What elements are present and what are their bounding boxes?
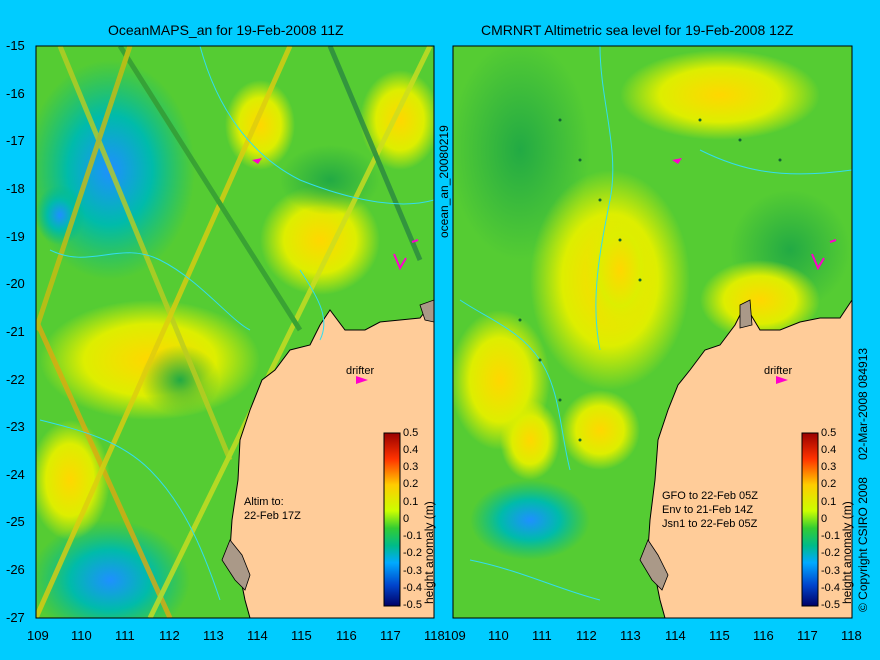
- copyright-label: © Copyright CSIRO 2008: [856, 477, 870, 612]
- colorbar-tick: 0.5: [821, 427, 837, 439]
- x-tick: 111: [532, 628, 552, 643]
- colorbar-tick: 0.1: [821, 496, 837, 508]
- x-tick: 110: [488, 628, 509, 643]
- colorbar-tick: 0: [403, 513, 410, 525]
- colorbar-tick: -0.2: [821, 547, 840, 559]
- y-tick: -21: [6, 324, 25, 339]
- colorbar-tick: 0.5: [403, 427, 419, 439]
- y-tick: -20: [6, 276, 25, 291]
- x-tick: 118: [424, 628, 445, 643]
- x-tick: 113: [620, 628, 641, 643]
- x-tick: 118: [841, 628, 862, 643]
- x-tick: 110: [71, 628, 92, 643]
- left-colorbar: [383, 432, 401, 607]
- x-tick: 114: [665, 628, 686, 643]
- x-tick: 112: [576, 628, 597, 643]
- left-map-title: OceanMAPS_an for 19-Feb-2008 11Z: [108, 22, 344, 38]
- x-tick: 117: [797, 628, 818, 643]
- right-colorbar-label: height anomaly (m): [840, 501, 854, 604]
- y-tick: -23: [6, 419, 25, 434]
- drifter-markers: [252, 158, 788, 384]
- left-colorbar-label: height anomaly (m): [422, 501, 436, 604]
- y-tick: -19: [6, 229, 25, 244]
- y-tick: -24: [6, 467, 25, 482]
- x-tick: 115: [291, 628, 312, 643]
- colorbar-tick: -0.3: [403, 565, 422, 577]
- x-tick: 109: [444, 628, 466, 643]
- left-altim-note-line2: 22-Feb 17Z: [244, 510, 301, 522]
- colorbar-tick: -0.5: [403, 599, 422, 611]
- colorbar-tick: 0.2: [403, 478, 419, 490]
- y-tick: -16: [6, 86, 25, 101]
- right-note-line1: GFO to 22-Feb 05Z: [662, 490, 758, 502]
- left-map-field: [36, 46, 434, 618]
- x-tick: 116: [336, 628, 357, 643]
- right-note-line3: Jsn1 to 22-Feb 05Z: [662, 518, 758, 530]
- x-tick: 117: [380, 628, 401, 643]
- colorbar-tick: -0.3: [821, 565, 840, 577]
- x-tick: 109: [27, 628, 49, 643]
- colorbar-tick: 0.3: [821, 461, 837, 473]
- right-note-line2: Env to 21-Feb 14Z: [662, 504, 754, 516]
- y-tick: -22: [6, 372, 25, 387]
- generated-date-label: 02-Mar-2008 084913: [856, 347, 870, 460]
- colorbar-tick: -0.1: [403, 530, 422, 542]
- left-altim-note-line1: Altim to:: [244, 496, 284, 508]
- colorbar-tick: 0.2: [821, 478, 837, 490]
- colorbar-tick: 0: [821, 513, 828, 525]
- y-tick: -17: [6, 133, 25, 148]
- colorbar-tick: -0.4: [403, 582, 422, 594]
- colorbar-tick: -0.2: [403, 547, 422, 559]
- colorbar-tick: 0.4: [821, 444, 837, 456]
- x-tick: 111: [115, 628, 135, 643]
- right-map-title: CMRNRT Altimetric sea level for 19-Feb-2…: [481, 22, 794, 38]
- colorbar-tick: 0.1: [403, 496, 419, 508]
- x-tick: 112: [159, 628, 180, 643]
- y-tick: -25: [6, 514, 25, 529]
- colorbar-tick: -0.1: [821, 530, 840, 542]
- colorbar-tick: -0.5: [821, 599, 840, 611]
- colorbar-tick: 0.4: [403, 444, 419, 456]
- y-tick: -26: [6, 562, 25, 577]
- x-tick: 115: [709, 628, 730, 643]
- left-drifter-label: drifter: [346, 365, 375, 377]
- y-tick: -27: [6, 610, 25, 625]
- y-tick: -15: [6, 38, 25, 53]
- colorbar-tick: -0.4: [821, 582, 840, 594]
- right-drifter-label: drifter: [764, 365, 793, 377]
- right-map-field: [453, 46, 852, 618]
- x-tick: 116: [753, 628, 774, 643]
- right-colorbar: [801, 432, 819, 607]
- x-tick: 113: [203, 628, 224, 643]
- colorbar-tick: 0.3: [403, 461, 419, 473]
- x-tick: 114: [247, 628, 268, 643]
- analysis-file-label: ocean_an_20080219: [437, 125, 451, 238]
- y-tick: -18: [6, 181, 25, 196]
